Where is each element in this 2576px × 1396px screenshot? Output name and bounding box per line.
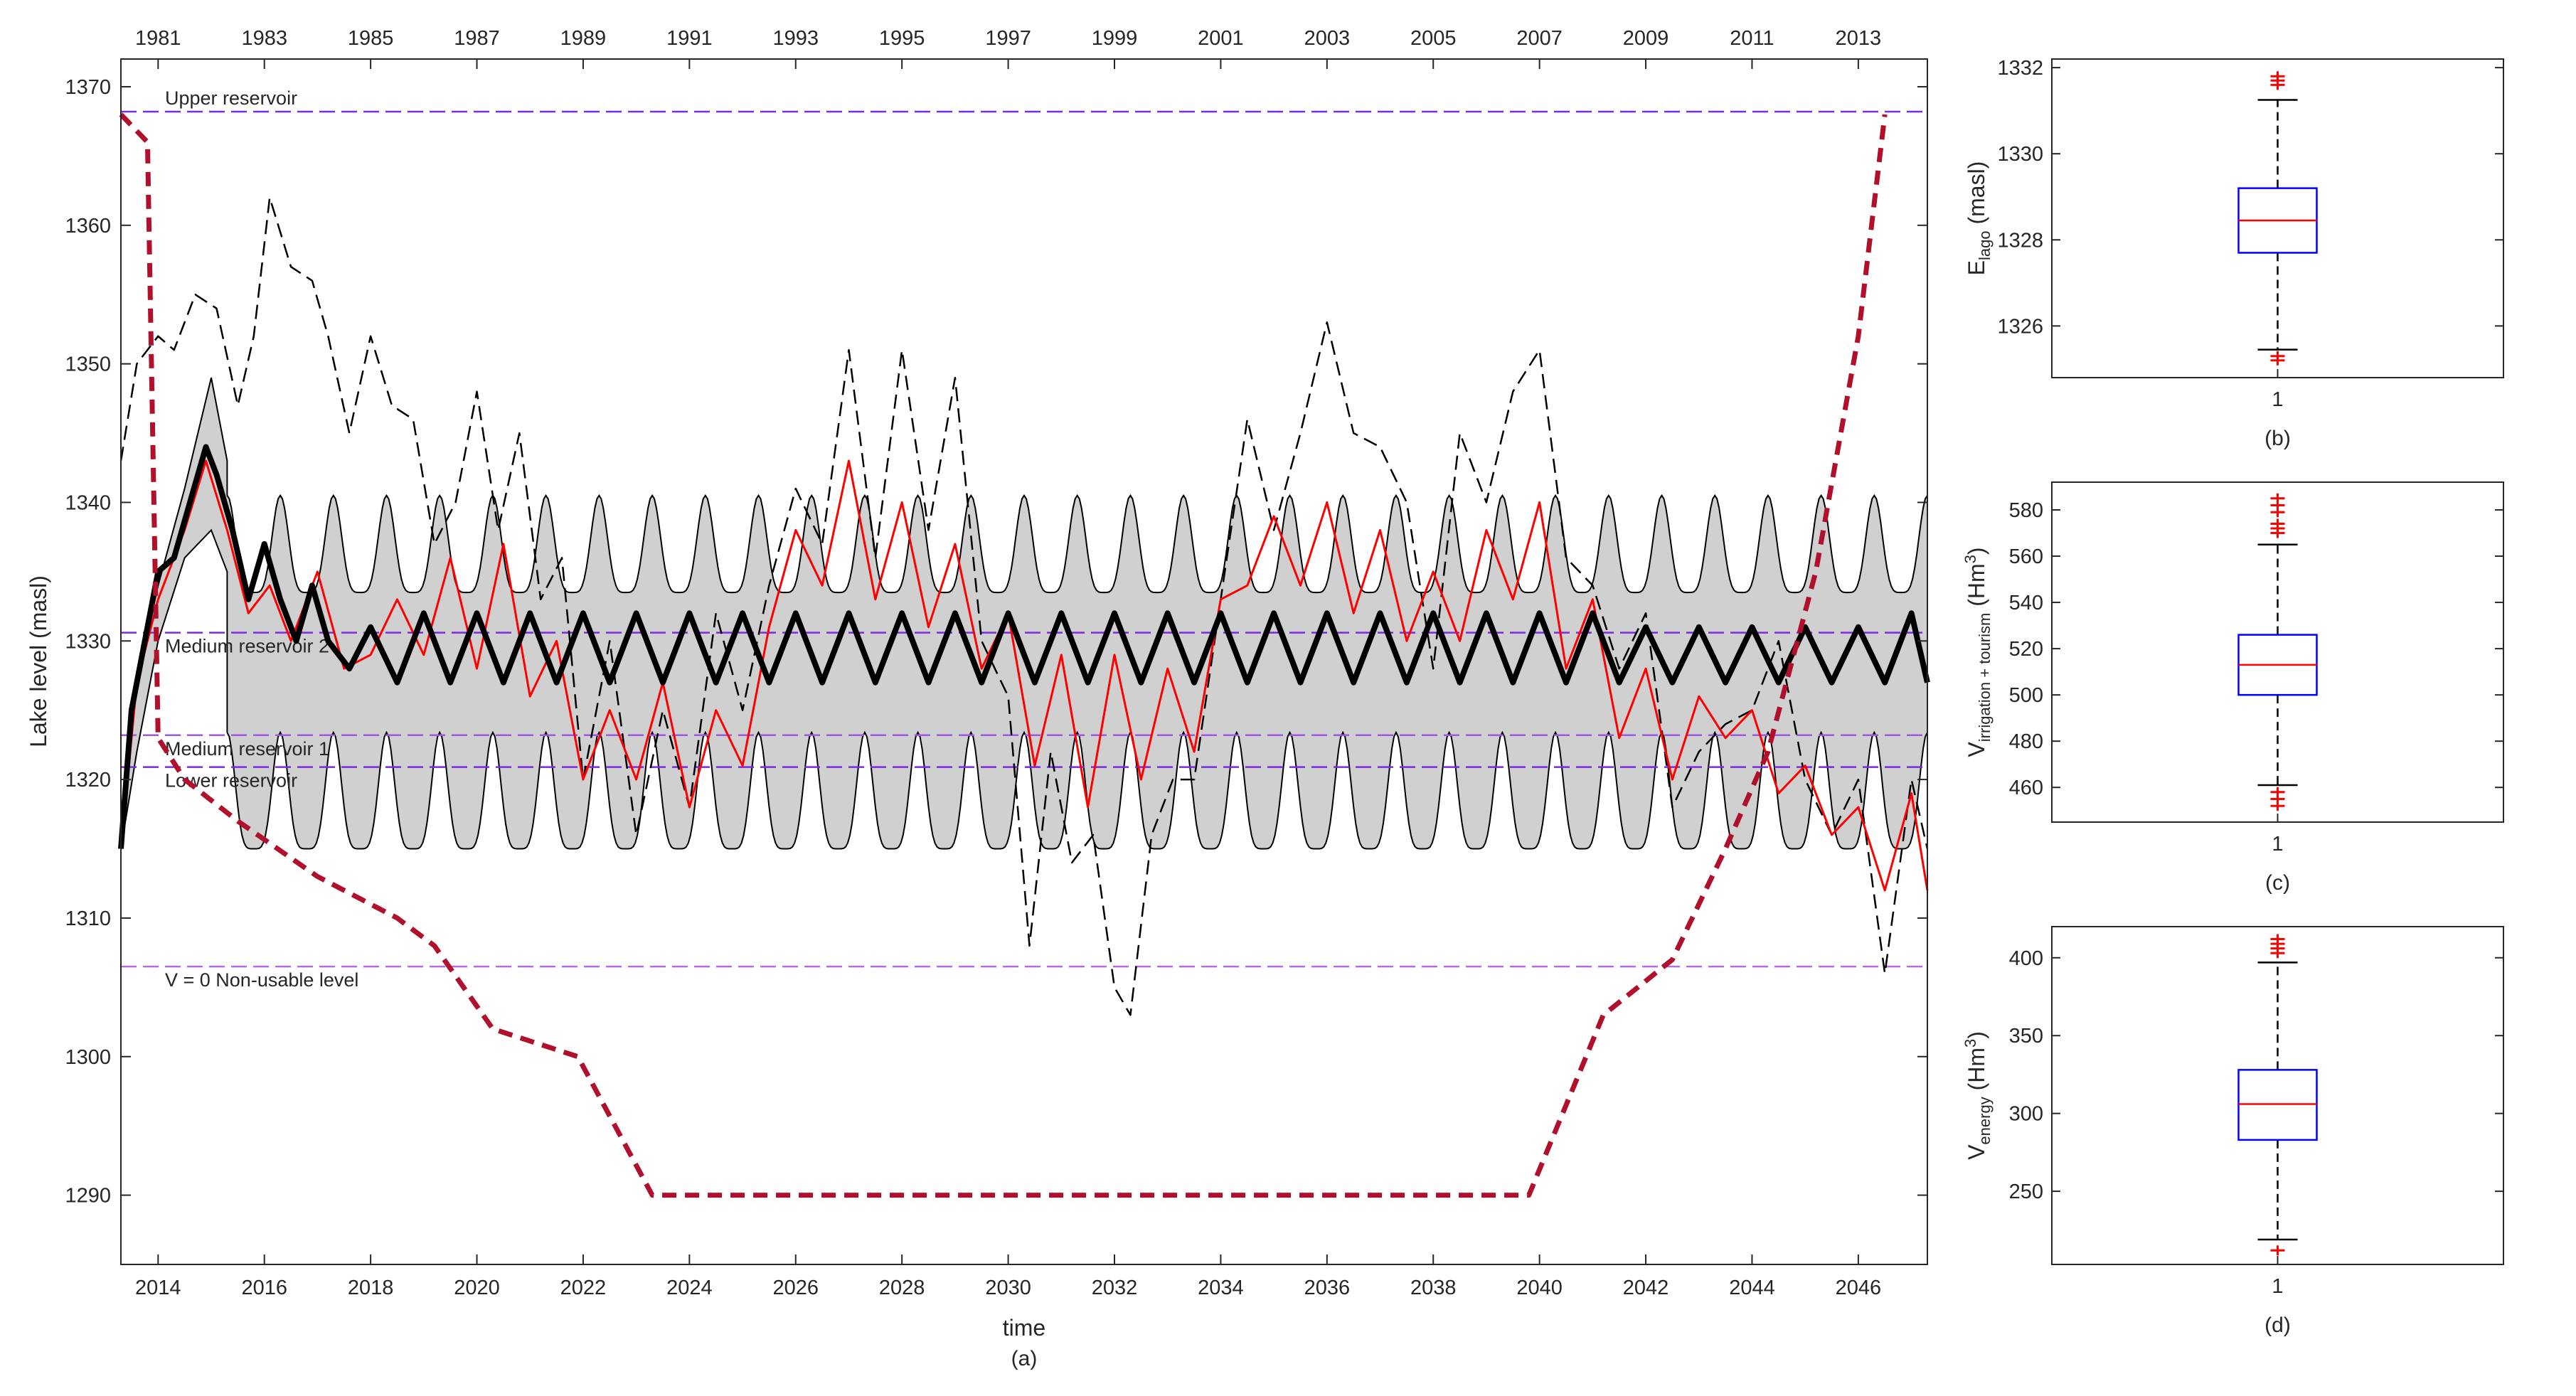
y-tick-label: 1350 xyxy=(65,353,111,376)
x-tick-label: 2044 xyxy=(1729,1277,1775,1299)
boxplot-caption: (d) xyxy=(2264,1314,2291,1337)
axis-ticks: 2014 2016 2018 2020 2022 2024 2026 2028 2030 2032… xyxy=(65,27,1927,1299)
main-chart-panel: Upper reservoir Medium reservoir 2 Medium … xyxy=(26,27,1930,1370)
y-tick-label: 560 xyxy=(2009,545,2043,568)
y-tick-label: 400 xyxy=(2009,947,2043,970)
main-chart-border xyxy=(120,58,1928,1265)
x-top-tick-label: 1995 xyxy=(879,27,925,50)
x-top-tick-label: 1991 xyxy=(666,27,713,50)
x-top-tick-label: 2011 xyxy=(1730,27,1774,50)
y-tick-label: 1360 xyxy=(65,215,111,238)
series-lines xyxy=(118,112,1930,1198)
y-tick-label: 300 xyxy=(2009,1103,2043,1126)
main-chart-caption: (a) xyxy=(1011,1347,1038,1370)
x-top-tick-label: 1993 xyxy=(773,27,819,50)
x-tick-label: 2014 xyxy=(135,1277,181,1299)
x-top-tick-label: 2013 xyxy=(1836,27,1882,50)
x-top-tick-label: 2003 xyxy=(1304,27,1351,50)
y-tick-label: 1290 xyxy=(65,1185,111,1208)
reference-line-label: Medium reservoir 2 xyxy=(165,636,329,657)
x-top-tick-label: 1983 xyxy=(241,27,287,50)
y-tick-label: 1370 xyxy=(65,76,111,99)
y-tick-label: 1328 xyxy=(1997,229,2043,252)
boxplot-panel-b: 1326 1328 1330 1332 1 (b) Elago (masl) xyxy=(1964,57,2504,450)
boxplot-caption: (c) xyxy=(2265,871,2290,895)
x-tick-label: 2034 xyxy=(1198,1277,1244,1299)
y-tick-label: 520 xyxy=(2009,638,2043,661)
reference-line-label: V = 0 Non-usable level xyxy=(165,969,358,991)
x-top-tick-label: 1989 xyxy=(560,27,607,50)
y-tick-label: 460 xyxy=(2009,777,2043,799)
x-top-tick-label: 2001 xyxy=(1198,27,1244,50)
x-tick-label: 2030 xyxy=(985,1277,1031,1299)
x-top-tick-label: 2007 xyxy=(1516,27,1563,50)
x-tick-label: 2042 xyxy=(1623,1277,1669,1299)
x-tick-label: 2020 xyxy=(454,1277,500,1299)
x-tick-label: 2024 xyxy=(666,1277,713,1299)
main-chart-xlabel: time xyxy=(1003,1315,1045,1341)
y-tick-label: 540 xyxy=(2009,592,2043,614)
y-tick-label: 250 xyxy=(2009,1181,2043,1203)
boxplot-ylabel: Virrigation + tourism (Hm3) xyxy=(1962,547,1994,757)
boxplot-ylabel: Venergy (Hm3) xyxy=(1962,1031,1994,1160)
boxplot-ylabel: Elago (masl) xyxy=(1964,161,1994,276)
y-tick-label: 580 xyxy=(2009,499,2043,522)
x-tick-label: 2026 xyxy=(773,1277,819,1299)
y-tick-label: 1340 xyxy=(65,491,111,514)
x-tick-label: 2036 xyxy=(1304,1277,1351,1299)
y-tick-label: 350 xyxy=(2009,1025,2043,1048)
x-tick-label: 2028 xyxy=(879,1277,925,1299)
series-line-bold-black xyxy=(118,444,1930,849)
x-top-tick-label: 1981 xyxy=(135,27,181,50)
x-tick-label: 2038 xyxy=(1410,1277,1457,1299)
y-tick-label: 1320 xyxy=(65,769,111,792)
x-top-tick-label: 1985 xyxy=(348,27,394,50)
reference-line-label: Upper reservoir xyxy=(165,87,297,109)
boxplot-panel-c: 460 480 500 520 540 560 580 1 (c) Virrigation + t… xyxy=(1962,481,2504,895)
main-chart-ylabel: Lake level (masl) xyxy=(26,575,51,747)
y-tick-label: 1326 xyxy=(1997,315,2043,338)
y-tick-label: 500 xyxy=(2009,684,2043,707)
x-top-tick-label: 1997 xyxy=(985,27,1031,50)
reference-line-label: Medium reservoir 1 xyxy=(165,738,329,760)
y-tick-label: 1330 xyxy=(1997,143,2043,166)
y-tick-label: 1310 xyxy=(65,907,111,930)
x-tick-label: 2018 xyxy=(348,1277,394,1299)
x-top-tick-label: 2009 xyxy=(1623,27,1669,50)
y-tick-label: 480 xyxy=(2009,730,2043,753)
x-tick-label: 1 xyxy=(2272,388,2283,411)
x-tick-label: 1 xyxy=(2272,833,2283,856)
boxplot-caption: (b) xyxy=(2264,427,2291,450)
reference-lines: Upper reservoir Medium reservoir 2 Medium … xyxy=(121,87,1927,991)
y-tick-label: 1332 xyxy=(1997,57,2043,80)
x-top-tick-label: 2005 xyxy=(1410,27,1457,50)
x-tick-label: 2022 xyxy=(560,1277,607,1299)
x-tick-label: 1 xyxy=(2272,1275,2283,1298)
x-tick-label: 2046 xyxy=(1836,1277,1882,1299)
y-tick-label: 1300 xyxy=(65,1046,111,1069)
x-tick-label: 2016 xyxy=(241,1277,287,1299)
series-line-dashed-crimson xyxy=(119,112,1888,1198)
x-tick-label: 2032 xyxy=(1092,1277,1138,1299)
y-tick-label: 1330 xyxy=(65,630,111,653)
x-top-tick-label: 1987 xyxy=(454,27,500,50)
x-top-tick-label: 1999 xyxy=(1092,27,1138,50)
boxplot-panel-d: 250 300 350 400 1 (d) Venergy (Hm3) xyxy=(1962,926,2504,1337)
x-tick-label: 2040 xyxy=(1516,1277,1563,1299)
